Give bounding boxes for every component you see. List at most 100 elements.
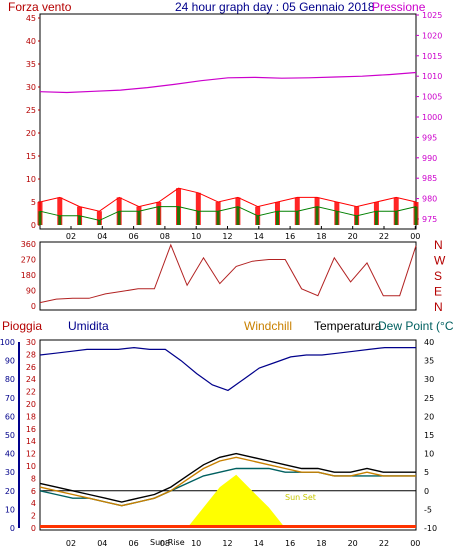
- right-tick-label: 990: [422, 154, 437, 163]
- x-tick-label: 20: [348, 232, 358, 241]
- panel-3-frame: [39, 339, 417, 531]
- humidity-tick-label: 20: [5, 487, 15, 496]
- dir-tick-label: 270: [21, 256, 36, 265]
- dir-tick-label: 0: [31, 302, 36, 311]
- compass-label: E: [434, 285, 442, 299]
- humidity-tick-label: 90: [5, 357, 15, 366]
- left-tick-label: 10: [26, 175, 36, 184]
- rain-tick-label: 16: [26, 425, 36, 434]
- label-umidita: Umidita: [68, 319, 109, 333]
- dir-tick-label: 360: [21, 240, 36, 249]
- temp-tick-label: 40: [424, 338, 434, 347]
- x-tick-label: 04: [97, 232, 107, 241]
- right-tick-label: 985: [422, 174, 437, 183]
- compass-label: N: [434, 300, 443, 314]
- humidity-tick-label: 10: [5, 505, 15, 514]
- wind-direction-line: [39, 243, 417, 304]
- right-tick-label: 975: [422, 215, 437, 224]
- rain-tick-label: 20: [26, 400, 36, 409]
- chart-title: 24 hour graph day : 05 Gennaio 2018: [175, 0, 375, 14]
- temp-tick-label: 10: [424, 450, 434, 459]
- x-tick-label: 10: [191, 232, 201, 241]
- left-tick-label: 0: [31, 221, 36, 230]
- rain-tick-label: 22: [26, 388, 36, 397]
- temp-tick-label: -5: [424, 505, 432, 514]
- rain-tick-label: 30: [26, 338, 36, 347]
- x-tick-label: 16: [285, 232, 295, 241]
- label-windchill: Windchill: [244, 319, 292, 333]
- rain-tick-label: 8: [31, 474, 36, 483]
- right-tick-label: 980: [422, 195, 437, 204]
- temp-tick-label: 5: [424, 468, 429, 477]
- humidity-tick-label: 40: [5, 450, 15, 459]
- right-tick-label: 1025: [422, 11, 442, 20]
- x-tick-label: 08: [160, 539, 170, 548]
- right-tick-label: 1010: [422, 72, 442, 81]
- x-tick-label: 00: [410, 232, 420, 241]
- rain-tick-label: 18: [26, 412, 36, 421]
- x-tick-label: 14: [254, 232, 264, 241]
- x-tick-label: 06: [129, 539, 139, 548]
- temp-tick-label: 15: [424, 431, 434, 440]
- left-tick-label: 5: [31, 198, 36, 207]
- x-tick-label: 08: [160, 232, 170, 241]
- x-tick-label: 20: [348, 539, 358, 548]
- left-tick-label: 35: [26, 60, 36, 69]
- left-tick-label: 45: [26, 14, 36, 23]
- dir-tick-label: 180: [21, 271, 36, 280]
- x-tick-label: 02: [66, 232, 76, 241]
- rain-tick-label: 12: [26, 450, 36, 459]
- x-tick-label: 06: [129, 232, 139, 241]
- humidity-tick-label: 70: [5, 394, 15, 403]
- rain-tick-label: 2: [31, 512, 36, 521]
- wind-line: [39, 206, 417, 221]
- label-pioggia: Pioggia: [2, 319, 42, 333]
- x-tick-label: 00: [410, 539, 420, 548]
- left-tick-label: 40: [26, 37, 36, 46]
- rain-tick-label: 4: [31, 499, 36, 508]
- rain-tick-label: 26: [26, 363, 36, 372]
- x-tick-label: 10: [191, 539, 201, 548]
- temp-series-line: [39, 452, 416, 503]
- right-label: Pressione: [372, 0, 426, 14]
- left-tick-label: 15: [26, 152, 36, 161]
- label-temperatura: Temperatura: [314, 319, 382, 333]
- radiation-area: [40, 474, 416, 528]
- rain-tick-label: 14: [26, 437, 36, 446]
- humidity-tick-label: 0: [10, 524, 15, 533]
- x-tick-label: 14: [254, 539, 264, 548]
- rain-tick-label: 0: [31, 524, 36, 533]
- panel-1-frame: [39, 13, 417, 230]
- rain-tick-label: 24: [26, 375, 36, 384]
- rain-baseline: [40, 525, 416, 528]
- right-tick-label: 995: [422, 133, 437, 142]
- left-label: Forza vento: [8, 0, 72, 14]
- x-tick-label: 02: [66, 539, 76, 548]
- rain-tick-label: 10: [26, 462, 36, 471]
- temp-tick-label: 0: [424, 487, 429, 496]
- sunset-label: Sun Set: [285, 493, 316, 502]
- gust-line: [39, 187, 417, 212]
- x-tick-label: 18: [316, 539, 326, 548]
- temp-tick-label: -10: [424, 524, 437, 533]
- temp-tick-label: 35: [424, 357, 434, 366]
- x-tick-label: 22: [379, 232, 389, 241]
- x-tick-label: 04: [97, 539, 107, 548]
- right-tick-label: 1000: [422, 113, 442, 122]
- temp-tick-label: 25: [424, 394, 434, 403]
- panel-2-frame: [39, 241, 417, 311]
- humidity-tick-label: 50: [5, 431, 15, 440]
- humidity-tick-label: 80: [5, 375, 15, 384]
- temp-tick-label: 30: [424, 375, 434, 384]
- label-dewpoint: Dew Point (°C: [378, 319, 454, 333]
- temperature-humidity-panel: 1009080706050403020100302826242220181614…: [0, 338, 437, 548]
- compass-label: W: [434, 254, 446, 268]
- rain-tick-label: 6: [31, 487, 36, 496]
- pressure-line: [39, 71, 417, 94]
- humidity-tick-label: 30: [5, 468, 15, 477]
- sunrise-label: Sun Rise: [150, 538, 185, 547]
- wind-pressure-panel: 4540353025201510501025102010151010100510…: [26, 11, 443, 241]
- x-tick-label: 16: [285, 539, 295, 548]
